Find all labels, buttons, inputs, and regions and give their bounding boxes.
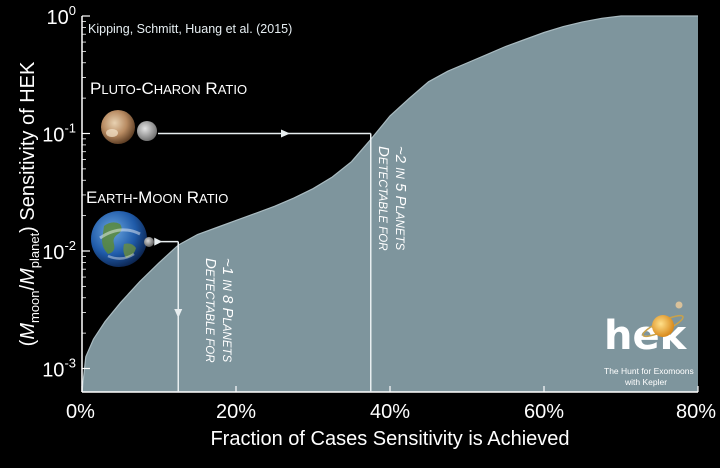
svg-text:~1 IN 8 PLANETS: ~1 IN 8 PLANETS	[219, 258, 236, 363]
sensitivity-area	[82, 16, 698, 392]
svg-text:(Mmoon/Mplanet) Sensitivity of: (Mmoon/Mplanet) Sensitivity of HEK	[17, 61, 42, 346]
hek-logo: hek The Hunt for Exomoons with Kepler	[604, 301, 694, 387]
x-axis-title: Fraction of Cases Sensitivity is Achieve…	[210, 428, 569, 450]
charon-moon-icon	[137, 121, 157, 141]
moon-icon	[144, 237, 154, 247]
logo-tagline-2: with Kepler	[624, 377, 667, 387]
x-tick-label: 60%	[524, 401, 564, 423]
plot-area	[81, 15, 698, 393]
earth-moon-label: EARTH-MOON RATIO	[86, 188, 228, 207]
x-tick-label: 20%	[216, 401, 256, 423]
earth-moon-drop-arrowhead	[174, 309, 183, 318]
logo-planet-icon	[642, 301, 684, 338]
detectable-1-in-8-label: DETECTABLE FOR ~1 IN 8 PLANETS	[202, 258, 236, 363]
earth-planet-icon	[91, 211, 147, 267]
pluto-charon-label: PLUTO-CHARON RATIO	[90, 79, 247, 98]
pluto-planet-icon	[101, 110, 135, 144]
y-tick-label: 100	[47, 3, 76, 29]
y-axis-title: (Mmoon/Mplanet) Sensitivity of HEK	[17, 61, 42, 346]
earth-moon-annotation: EARTH-MOON RATIO	[86, 188, 228, 392]
x-tick-label: 80%	[676, 401, 716, 423]
earth-moon-arrowhead	[154, 237, 163, 246]
pluto-charon-annotation: PLUTO-CHARON RATIO	[90, 79, 372, 392]
y-axis-ticks: 10-3 10-2 10-1 100	[42, 3, 90, 382]
x-axis-ticks: 0% 20% 40% 60% 80%	[66, 386, 716, 423]
y-tick-label: 10-1	[42, 121, 76, 147]
svg-text:DETECTABLE FOR: DETECTABLE FOR	[375, 146, 392, 251]
svg-text:~2 IN 5 PLANETS: ~2 IN 5 PLANETS	[392, 146, 409, 251]
svg-text:DETECTABLE FOR: DETECTABLE FOR	[202, 258, 219, 363]
logo-tagline-1: The Hunt for Exomoons	[604, 366, 694, 376]
y-tick-label: 10-3	[42, 356, 76, 382]
y-tick-label: 10-2	[42, 238, 76, 264]
detectable-2-in-5-label: DETECTABLE FOR ~2 IN 5 PLANETS	[375, 146, 409, 251]
x-tick-label: 0%	[66, 401, 95, 423]
credit-text: Kipping, Schmitt, Huang et al. (2015)	[88, 22, 292, 36]
sensitivity-curve	[81, 15, 698, 393]
pluto-charon-arrowhead	[281, 129, 290, 138]
x-tick-label: 40%	[370, 401, 410, 423]
